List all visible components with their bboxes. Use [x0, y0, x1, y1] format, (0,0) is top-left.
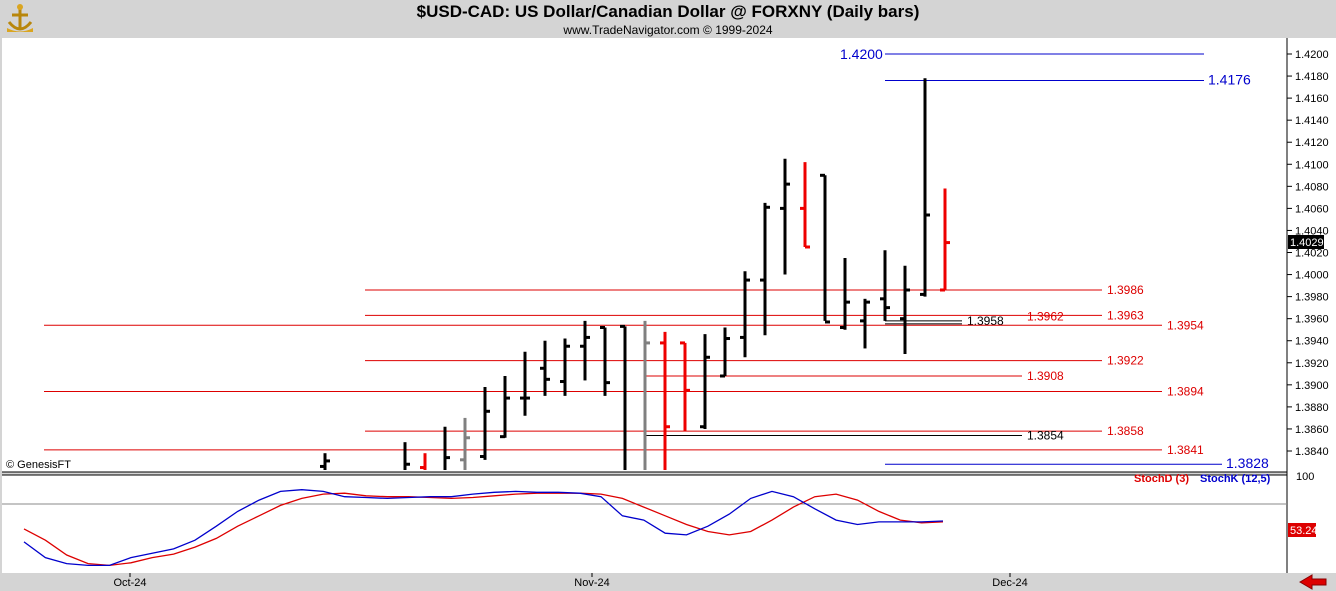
level-label: 1.3894	[1167, 384, 1204, 398]
price-tick-label: 1.3840	[1295, 446, 1329, 458]
stochastic-lines	[23, 489, 944, 567]
stoch-top-tick: 100	[1296, 471, 1314, 483]
price-tick-label: 1.4100	[1295, 159, 1329, 171]
price-tick-label: 1.4140	[1295, 115, 1329, 127]
price-tick-label: 1.3940	[1295, 336, 1329, 348]
price-tick-label: 1.3960	[1295, 314, 1329, 326]
price-tick-label: 1.4020	[1295, 248, 1329, 260]
price-tick-label: 1.3860	[1295, 424, 1329, 436]
price-tick-label: 1.3880	[1295, 402, 1329, 414]
stoch-last-label: 53.24	[1290, 525, 1318, 537]
x-axis-labels: Oct-24 Nov-24 Dec-24	[113, 573, 1028, 589]
price-tick-label: 1.4000	[1295, 270, 1329, 282]
price-y-ticks: 1.4200 1.4180 1.4160 1.4140 1.4120 1.4100 1.40…	[1287, 49, 1329, 458]
level-label: 1.3962	[1027, 309, 1064, 323]
legend-stochd: StochD (3)	[1134, 473, 1189, 485]
last-price-label: 1.4029	[1290, 237, 1324, 249]
level-label: 1.3841	[1167, 443, 1204, 457]
watermark: © GenesisFT	[6, 459, 71, 471]
legend-stochk: StochK (12,5)	[1200, 473, 1271, 485]
price-tick-label: 1.3980	[1295, 292, 1329, 304]
chart-title: $USD-CAD: US Dollar/Canadian Dollar @ FO…	[416, 2, 920, 21]
level-label: 1.3958	[967, 314, 1004, 328]
price-tick-label: 1.4160	[1295, 93, 1329, 105]
price-tick-label: 1.4200	[1295, 49, 1329, 61]
price-tick-label: 1.4040	[1295, 225, 1329, 237]
x-tick-label: Nov-24	[574, 577, 609, 589]
level-label: 1.3908	[1027, 369, 1064, 383]
stoch-last-badge	[1288, 523, 1316, 537]
level-label: 1.3986	[1107, 283, 1144, 297]
stochastic-panel	[2, 475, 1287, 573]
last-price-badge	[1288, 235, 1324, 249]
price-tick-label: 1.3920	[1295, 358, 1329, 370]
stoch-line	[23, 492, 944, 567]
level-label: 1.3954	[1167, 318, 1204, 332]
x-tick-label: Oct-24	[113, 577, 146, 589]
chart-subtitle: www.TradeNavigator.com © 1999-2024	[563, 23, 773, 37]
scroll-left-arrow-icon[interactable]	[1299, 574, 1327, 590]
level-label: 1.3922	[1107, 354, 1144, 368]
price-tick-label: 1.4120	[1295, 137, 1329, 149]
price-tick-label: 1.4060	[1295, 203, 1329, 215]
trade-navigator-logo-icon	[7, 4, 33, 32]
right-axis	[1287, 38, 1336, 573]
chart-canvas[interactable]: 1.4200 1.4176 1.3986 1.3963 1.3962 1.3958 1.39…	[0, 38, 1336, 591]
level-label: 1.4176	[1208, 71, 1251, 87]
level-label: 1.3858	[1107, 424, 1144, 438]
x-axis	[2, 573, 1287, 591]
level-label: 1.3854	[1027, 429, 1064, 443]
price-tick-label: 1.4080	[1295, 181, 1329, 193]
price-tick-label: 1.3900	[1295, 380, 1329, 392]
level-label: 1.3963	[1107, 308, 1144, 322]
x-tick-label: Dec-24	[992, 577, 1027, 589]
stoch-line	[23, 489, 944, 567]
price-tick-label: 1.4180	[1295, 71, 1329, 83]
price-bars	[320, 78, 950, 470]
level-lines: 1.4200 1.4176 1.3986 1.3963 1.3962 1.3958 1.39…	[44, 46, 1269, 471]
level-label: 1.3828	[1226, 455, 1269, 471]
chart-header: $USD-CAD: US Dollar/Canadian Dollar @ FO…	[0, 0, 1336, 38]
level-label: 1.4200	[840, 46, 883, 62]
